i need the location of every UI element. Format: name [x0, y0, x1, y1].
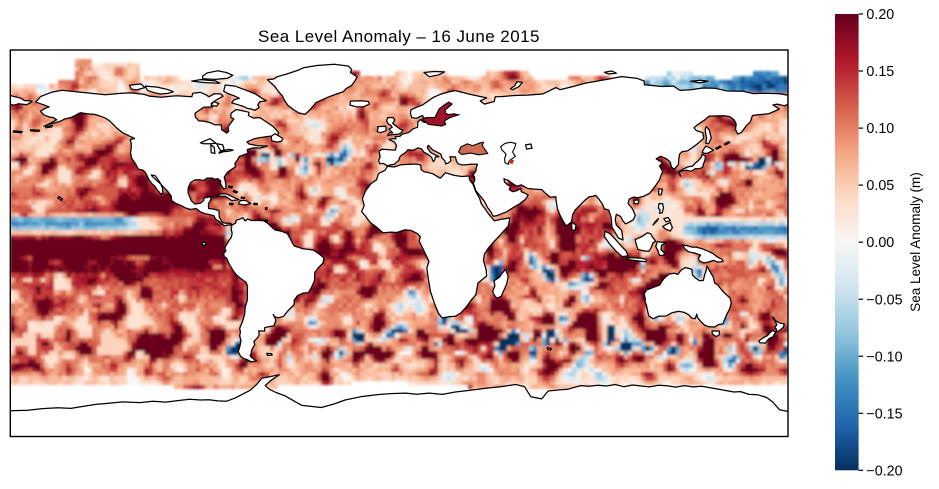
svg-text:−0.10: −0.10 [866, 349, 902, 365]
svg-text:0.20: 0.20 [866, 7, 894, 23]
svg-text:0.05: 0.05 [866, 178, 894, 194]
svg-text:−0.20: −0.20 [866, 463, 902, 479]
svg-text:0.15: 0.15 [866, 64, 894, 80]
svg-text:0.00: 0.00 [866, 235, 894, 251]
svg-text:−0.05: −0.05 [866, 292, 902, 308]
svg-text:Sea Level Anomaly (m): Sea Level Anomaly (m) [908, 172, 923, 312]
svg-text:−0.15: −0.15 [866, 406, 902, 422]
svg-text:0.10: 0.10 [866, 121, 894, 137]
